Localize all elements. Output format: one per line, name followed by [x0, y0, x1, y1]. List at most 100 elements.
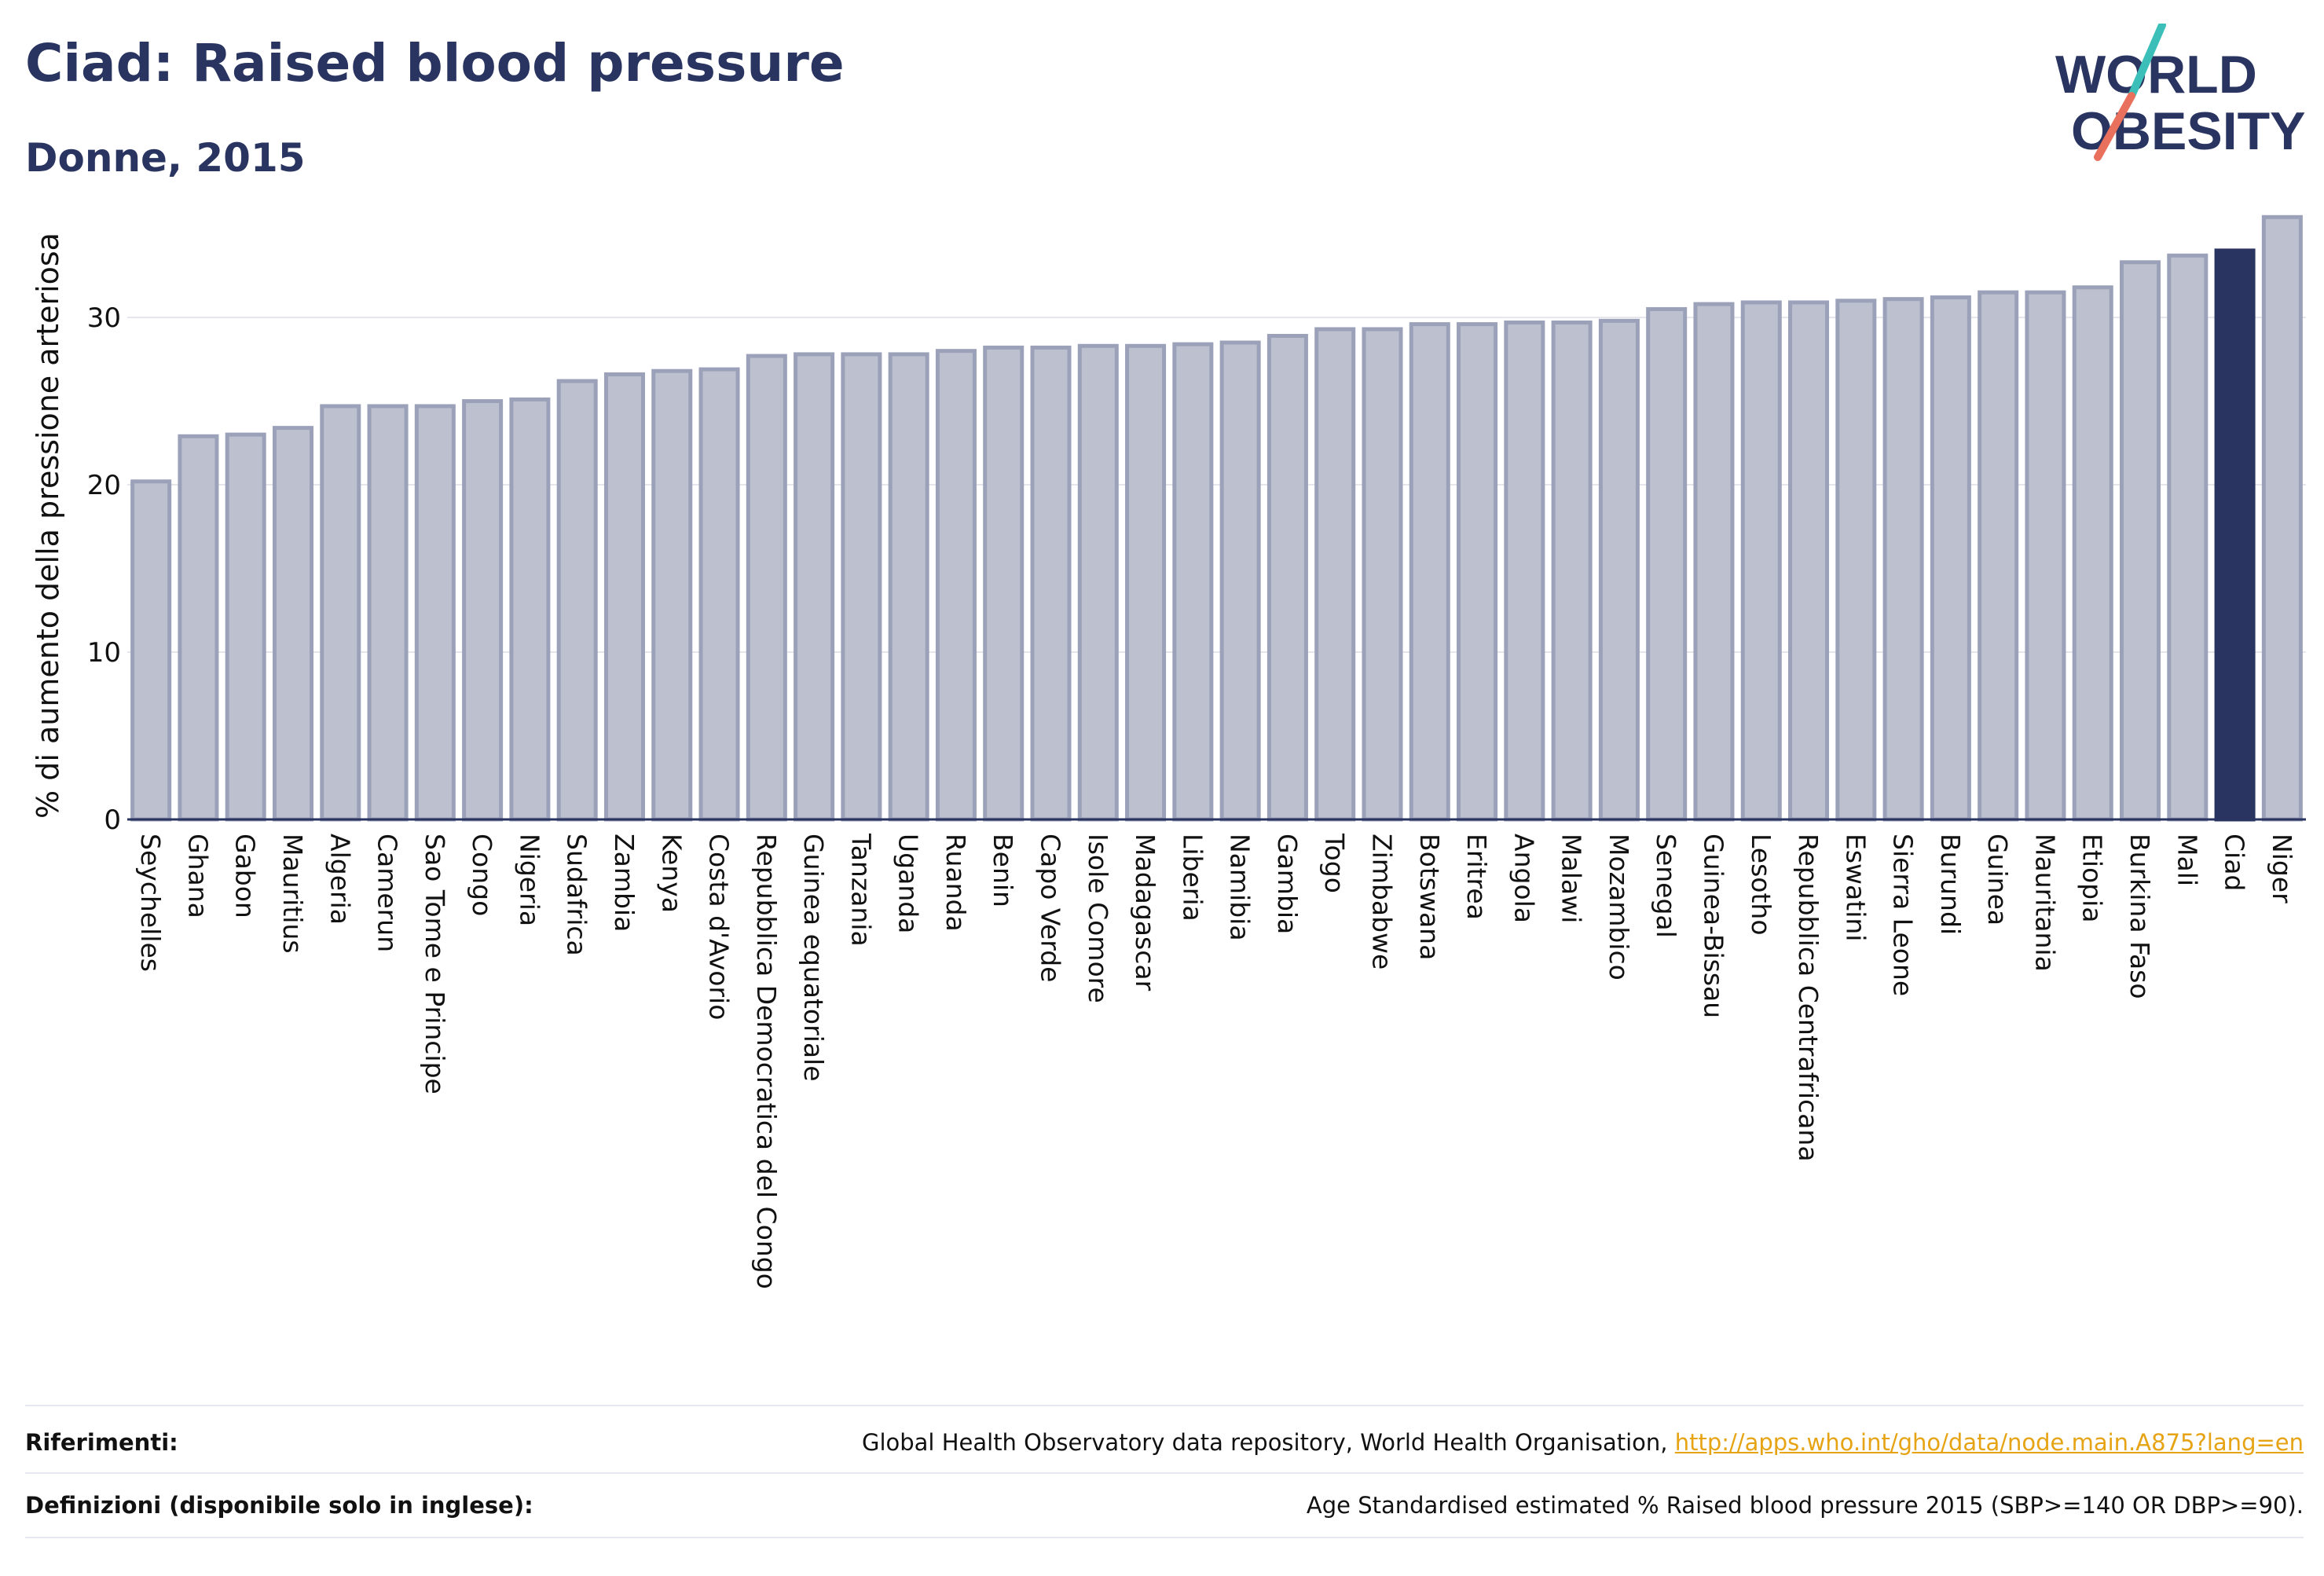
- x-tick-label: Burkina Faso: [2124, 834, 2155, 999]
- logo-slash-bottom: [2094, 92, 2135, 161]
- bar-sierra-leone: [1882, 297, 1924, 822]
- x-tick-label: Mauritania: [2029, 834, 2060, 972]
- references-link[interactable]: http://apps.who.int/gho/data/node.main.A…: [1674, 1429, 2304, 1456]
- bar-benin: [983, 345, 1025, 822]
- x-tick-label: Zambia: [609, 834, 640, 932]
- x-tick-label: Botswana: [1414, 834, 1445, 960]
- x-tick-label: Ruanda: [940, 834, 971, 932]
- x-tick-label: Algeria: [324, 834, 355, 925]
- x-tick-label: Sierra Leone: [1888, 834, 1919, 996]
- x-tick-label: Gabon: [230, 834, 261, 918]
- x-tick-label: Madagascar: [1130, 834, 1160, 991]
- bar-lesotho: [1740, 300, 1782, 822]
- definitions-value: Age Standardised estimated % Raised bloo…: [1306, 1492, 2304, 1519]
- bar-namibia: [1219, 340, 1261, 822]
- bar-capo-verde: [1030, 345, 1072, 822]
- x-tick-label: Ciad: [2220, 834, 2250, 891]
- x-tick-label: Kenya: [656, 834, 687, 913]
- bar-eswatini: [1835, 299, 1877, 822]
- bar-seychelles: [130, 479, 172, 822]
- x-tick-label: Burundi: [1935, 834, 1966, 935]
- bar-sao-tome-e-principe: [414, 404, 456, 822]
- y-tick-label: 10: [87, 637, 121, 669]
- bar-nigeria: [509, 397, 551, 822]
- bar-angola: [1504, 320, 1545, 822]
- x-tick-label: Angola: [1508, 834, 1539, 923]
- bar-algeria: [320, 404, 361, 822]
- definitions-label: Definizioni (disponibile solo in inglese…: [25, 1492, 533, 1519]
- x-tick-label: Eritrea: [1461, 834, 1492, 920]
- y-tick-label: 20: [87, 470, 121, 501]
- references-text: Global Health Observatory data repositor…: [861, 1429, 1675, 1456]
- bar-repubblica-democratica-del-congo: [746, 354, 787, 822]
- bar-mali: [2167, 253, 2209, 822]
- bar-guinea: [1978, 290, 2019, 822]
- x-tick-label: Sudafrica: [562, 834, 592, 956]
- x-tick-label: Costa d'Avorio: [704, 834, 735, 1020]
- bar-camerun: [367, 404, 409, 822]
- bar-gabon: [225, 432, 266, 822]
- x-tick-label: Uganda: [893, 834, 924, 933]
- bar-malawi: [1551, 320, 1593, 822]
- bar-burkina-faso: [2120, 260, 2161, 822]
- x-tick-label: Repubblica Centrafricana: [1793, 834, 1824, 1162]
- x-tick-label: Niger: [2267, 834, 2297, 903]
- bar-ghana: [178, 434, 219, 822]
- x-tick-label: Zimbabwe: [1366, 834, 1397, 969]
- x-tick-label: Mauritius: [277, 834, 308, 954]
- bar-togo: [1314, 327, 1356, 822]
- x-tick-label: Capo Verde: [1036, 834, 1066, 982]
- x-tick-label: Mozambico: [1604, 834, 1634, 980]
- bar-guinea-bissau: [1693, 302, 1735, 822]
- x-tick-label: Tanzania: [845, 833, 876, 947]
- x-tick-label: Repubblica Democratica del Congo: [751, 834, 782, 1289]
- x-tick-label: Namibia: [1225, 834, 1255, 941]
- x-tick-label: Malawi: [1556, 834, 1587, 923]
- x-tick-label: Sao Tome e Principe: [420, 834, 450, 1094]
- footer-references-row: Riferimenti: Global Health Observatory d…: [25, 1411, 2304, 1474]
- x-tick-label: Benin: [988, 834, 1018, 907]
- x-tick-label: Gambia: [1272, 834, 1303, 934]
- bar-ciad: [2214, 248, 2256, 822]
- bar-niger: [2261, 214, 2303, 822]
- x-tick-label: Guinea-Bissau: [1698, 834, 1728, 1018]
- x-tick-label: Eswatini: [1840, 834, 1871, 941]
- bar-kenya: [651, 368, 693, 822]
- references-label: Riferimenti:: [25, 1429, 178, 1456]
- x-tick-label: Guinea: [1982, 834, 2013, 925]
- bar-isole-comore: [1077, 343, 1119, 822]
- bar-gambia: [1266, 334, 1308, 822]
- bar-mozambico: [1598, 318, 1640, 822]
- x-tick-label: Nigeria: [514, 834, 544, 926]
- x-tick-label: Guinea equatoriale: [798, 834, 829, 1082]
- chart-title: Ciad: Raised blood pressure: [25, 33, 845, 93]
- y-axis-label: % di aumento della pressione arteriosa: [31, 233, 65, 819]
- bar-madagascar: [1125, 343, 1167, 822]
- chart-subtitle: Donne, 2015: [25, 135, 306, 181]
- bar-congo: [462, 399, 504, 822]
- bar-guinea-equatoriale: [794, 352, 835, 822]
- x-tick-label: Isole Comore: [1083, 834, 1113, 1003]
- logo-text-world: WORLD: [2055, 45, 2257, 104]
- world-obesity-logo: WORLD OBESITY: [2055, 24, 2306, 161]
- x-tick-label: Lesotho: [1746, 834, 1776, 936]
- bar-eritrea: [1457, 322, 1498, 822]
- logo-slash-top: [2128, 24, 2166, 100]
- bar-botswana: [1409, 322, 1450, 822]
- footer-divider-bottom: [25, 1537, 2304, 1538]
- bar-repubblica-centrafricana: [1788, 300, 1830, 822]
- x-tick-label: Senegal: [1651, 834, 1681, 938]
- bar-burundi: [1930, 295, 1971, 822]
- bar-uganda: [888, 352, 929, 822]
- bar-sudafrica: [556, 379, 598, 822]
- bar-costa-d-avorio: [698, 367, 740, 822]
- bar-etiopia: [2072, 285, 2113, 822]
- x-tick-label: Liberia: [1177, 834, 1208, 922]
- x-tick-label: Etiopia: [2077, 834, 2108, 923]
- x-tick-label: Camerun: [372, 834, 403, 952]
- bar-chart: 0 10 20 30 % di aumento della pressione arte…: [31, 214, 2306, 1289]
- bar-senegal: [1646, 306, 1688, 822]
- bar-mauritania: [2025, 290, 2066, 822]
- bar-liberia: [1172, 342, 1214, 822]
- x-tick-label: Togo: [1319, 833, 1350, 893]
